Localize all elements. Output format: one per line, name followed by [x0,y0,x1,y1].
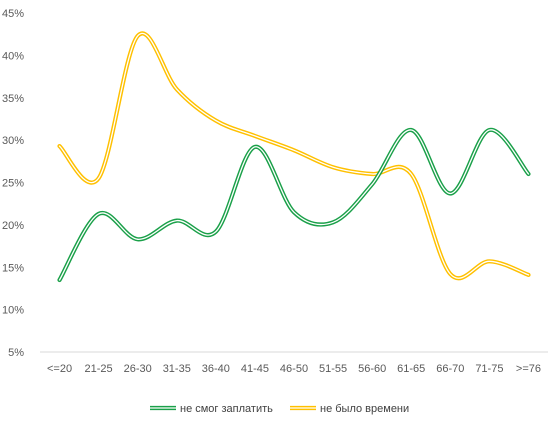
x-tick-label: 31-35 [163,363,191,375]
y-tick-label: 5% [8,347,24,359]
x-tick-label: 71-75 [475,363,503,375]
y-tick-label: 45% [2,8,24,20]
x-tick-label: 51-55 [319,363,347,375]
x-tick-label: 66-70 [436,363,464,375]
x-tick-label: 56-60 [358,363,386,375]
y-tick-label: 10% [2,305,24,317]
plot-area [57,31,531,283]
legend-item: не было времени [290,403,409,415]
y-tick-label: 20% [2,220,24,232]
x-tick-label: 41-45 [241,363,269,375]
x-axis: <=20 21-25 26-30 31-35 36-40 41-45 46-50 51-55 5… [47,363,541,375]
y-tick-label: 25% [2,178,24,190]
y-tick-label: 40% [2,50,24,62]
legend: не смог заплатить не было времени [150,403,409,415]
y-tick-label: 15% [2,262,24,274]
x-tick-label: 36-40 [202,363,230,375]
y-axis: 5% 10% 15% 20% 25% 30% 35% 40% 45% [2,8,24,359]
y-tick-label: 35% [2,93,24,105]
x-tick-label: >=76 [516,363,541,375]
x-tick-label: 46-50 [280,363,308,375]
x-tick-label: <=20 [47,363,72,375]
legend-label: не смог заплатить [180,403,273,415]
x-tick-label: 61-65 [397,363,425,375]
series-line-0 [57,127,531,283]
x-tick-label: 21-25 [85,363,113,375]
legend-label: не было времени [320,403,409,415]
x-tick-label: 26-30 [124,363,152,375]
y-tick-label: 30% [2,135,24,147]
series-line-1 [57,31,531,281]
legend-item: не смог заплатить [150,403,273,415]
